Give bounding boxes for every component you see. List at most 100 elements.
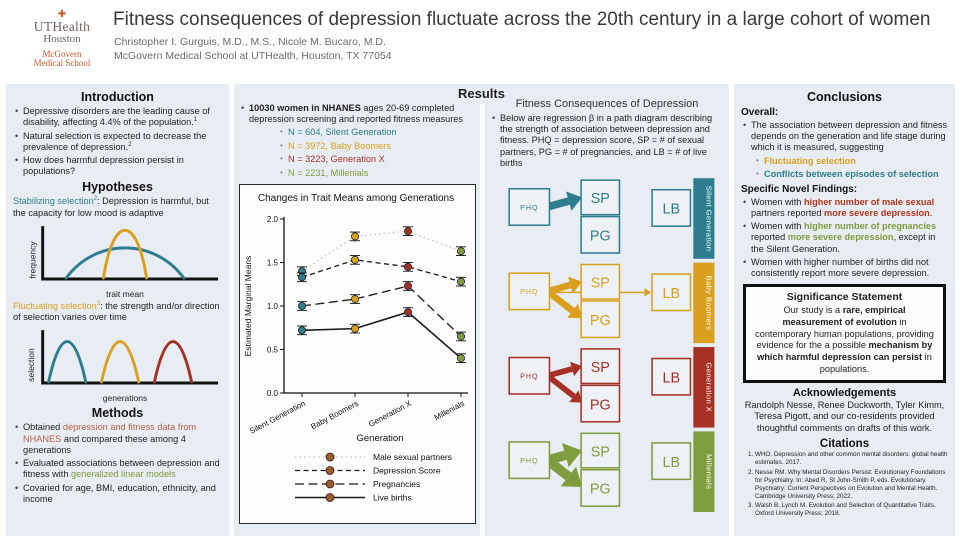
intro-bullet: Natural selection is expected to decreas…	[13, 131, 222, 154]
citation-item: WHO. Depression and other common mental …	[755, 451, 948, 467]
uthealth-cross-icon: ✚	[57, 9, 67, 20]
fluctuating-selection-chart: selection generations	[25, 326, 223, 404]
chart1-ylabel: frequency	[27, 241, 38, 280]
significance-title: Significance Statement	[786, 291, 903, 304]
findings-label: Specific Novel Findings:	[741, 183, 858, 195]
left-column: Introduction Depressive disorders are th…	[6, 84, 229, 536]
results-main-bullet: 10030 women in NHANES ages 20-69 complet…	[239, 103, 477, 125]
svg-text:PG: PG	[590, 397, 611, 413]
hypotheses-heading: Hypotheses	[82, 180, 153, 195]
path-diagram: SP PG PHQ LB Silent Generation SP PG PHQ LB Baby …	[490, 171, 724, 528]
svg-text:Changes in Trait Means among G: Changes in Trait Means among Generations	[258, 193, 454, 204]
svg-text:Silent Generation: Silent Generation	[705, 186, 714, 252]
results-section: Results 10030 women in NHANES ages 20-69…	[234, 84, 729, 536]
svg-text:LB: LB	[662, 286, 680, 302]
svg-text:Generation X: Generation X	[367, 399, 413, 429]
methods-heading: Methods	[91, 406, 144, 421]
svg-text:PHQ: PHQ	[520, 203, 538, 212]
n-millenials: N = 2231, Millenials	[279, 168, 477, 180]
svg-text:2.0: 2.0	[267, 215, 279, 224]
svg-text:1.0: 1.0	[267, 302, 279, 311]
svg-text:Generation: Generation	[356, 433, 403, 444]
uthealth-logo: ✚ UTHealth Houston McGovern Medical Scho…	[16, 10, 108, 69]
poster-title: Fitness consequences of depression fluct…	[113, 9, 931, 30]
conclusions-heading: Conclusions	[806, 90, 882, 104]
svg-text:Pregnancies: Pregnancies	[373, 479, 420, 489]
poster-affiliation: McGovern Medical School at UTHealth, Hou…	[114, 50, 392, 62]
citations-heading: Citations	[819, 438, 870, 451]
stabilizing-selection-chart: frequency trait mean	[27, 222, 223, 299]
svg-text:LB: LB	[662, 455, 680, 471]
svg-text:SP: SP	[591, 191, 610, 207]
overall-sub-fluctuating: Fluctuating selection	[755, 156, 948, 168]
poster-authors: Christopher I. Gurguis, M.D., M.S., Nico…	[114, 36, 386, 48]
svg-text:SP: SP	[591, 360, 610, 376]
logo-line-medschool: Medical School	[33, 58, 91, 69]
svg-text:LB: LB	[662, 371, 680, 387]
svg-text:SP: SP	[591, 444, 610, 460]
logo-line-uthealth: UTHealth	[33, 19, 91, 34]
svg-text:Live births: Live births	[373, 493, 412, 503]
bell-curves-generations	[41, 330, 219, 385]
n-silent-generation: N = 604, Silent Generation	[279, 127, 477, 139]
svg-text:PHQ: PHQ	[520, 287, 538, 296]
acknowledgements-body: Randolph Nesse, Renee Duckworth, Tyler K…	[744, 399, 945, 433]
svg-text:PG: PG	[590, 229, 611, 245]
column-divider	[480, 104, 485, 536]
path-diagram-column: Fitness Consequences of Depression Below…	[490, 96, 724, 528]
path-diagram-title: Fitness Consequences of Depression	[515, 98, 699, 110]
svg-text:1.5: 1.5	[267, 259, 279, 268]
logo-line-houston: Houston	[43, 33, 81, 46]
bell-curves-trait-mean	[41, 226, 219, 281]
finding-bullet: Women with higher number of pregnancies …	[741, 221, 948, 255]
acknowledgements-heading: Acknowledgements	[792, 386, 897, 399]
results-left-column: 10030 women in NHANES ages 20-69 complet…	[239, 101, 477, 525]
citation-item: Walsh B, Lynch M. Evolution and Selectio…	[755, 502, 948, 518]
significance-statement-box: Significance Statement Our study is a ra…	[743, 284, 946, 383]
svg-text:Baby Boomers: Baby Boomers	[309, 399, 360, 432]
stabilizing-selection-text: Stabilizing selection2: Depression is ha…	[13, 196, 209, 218]
n-baby-boomers: N = 3972, Baby Boomers	[279, 141, 477, 153]
significance-body: Our study is a rare, empirical measureme…	[755, 305, 934, 375]
svg-text:Estimated Marginal Means: Estimated Marginal Means	[243, 256, 253, 357]
citations-list: WHO. Depression and other common mental …	[743, 451, 948, 518]
methods-list: Obtained depression and fitness data fro…	[13, 422, 222, 505]
conclusions-column: Conclusions Overall: The association bet…	[734, 84, 955, 536]
svg-text:PG: PG	[590, 482, 611, 498]
svg-text:SP: SP	[591, 276, 610, 292]
poster-header: ✚ UTHealth Houston McGovern Medical Scho…	[0, 0, 960, 82]
introduction-list: Depressive disorders are the leading cau…	[13, 106, 222, 177]
intro-bullet: Depressive disorders are the leading cau…	[13, 106, 222, 129]
svg-text:Millenials: Millenials	[705, 454, 714, 489]
svg-text:Male sexual partners: Male sexual partners	[373, 452, 452, 462]
path-diagram-description: Below are regression β in a path diagram…	[490, 113, 724, 169]
svg-text:PHQ: PHQ	[520, 372, 538, 381]
overall-label: Overall:	[741, 107, 779, 118]
citation-item: Nesse RM. Why Mental Disorders Persist: …	[755, 469, 948, 500]
svg-text:LB: LB	[662, 202, 680, 218]
svg-text:0.0: 0.0	[267, 389, 279, 398]
svg-text:PG: PG	[590, 313, 611, 329]
n-generation-x: N = 3223, Generation X	[279, 154, 477, 166]
finding-bullet: Women with higher number of births did n…	[741, 257, 948, 279]
intro-bullet: How does harmful depression persist in p…	[13, 155, 222, 177]
logo-line-mcgovern: McGovern	[42, 48, 82, 59]
svg-text:Depression Score: Depression Score	[373, 466, 441, 476]
finding-bullet: Women with higher number of male sexual …	[741, 197, 948, 219]
chart2-xlabel: generations	[102, 393, 148, 404]
methods-bullet: Evaluated associations between depressio…	[13, 458, 222, 480]
introduction-heading: Introduction	[81, 90, 154, 104]
overall-bullet: The association between depression and f…	[741, 120, 948, 154]
methods-bullet: Obtained depression and fitness data fro…	[13, 422, 222, 456]
results-heading: Results	[458, 86, 505, 101]
trait-means-chart: Changes in Trait Means among Generations…	[239, 184, 476, 525]
overall-sub-conflicts: Conflicts between episodes of selection	[755, 169, 948, 181]
fluctuating-selection-text: Fluctuating selection3: the strength and…	[13, 300, 220, 323]
svg-text:PHQ: PHQ	[520, 456, 538, 465]
chart2-ylabel: selection	[25, 348, 36, 382]
svg-text:Silent Generation: Silent Generation	[248, 399, 307, 436]
svg-text:Generation X: Generation X	[705, 363, 714, 413]
svg-text:Baby Boomers: Baby Boomers	[705, 276, 714, 331]
svg-text:Millenials: Millenials	[433, 399, 466, 422]
chart1-xlabel: trait mean	[106, 288, 144, 299]
